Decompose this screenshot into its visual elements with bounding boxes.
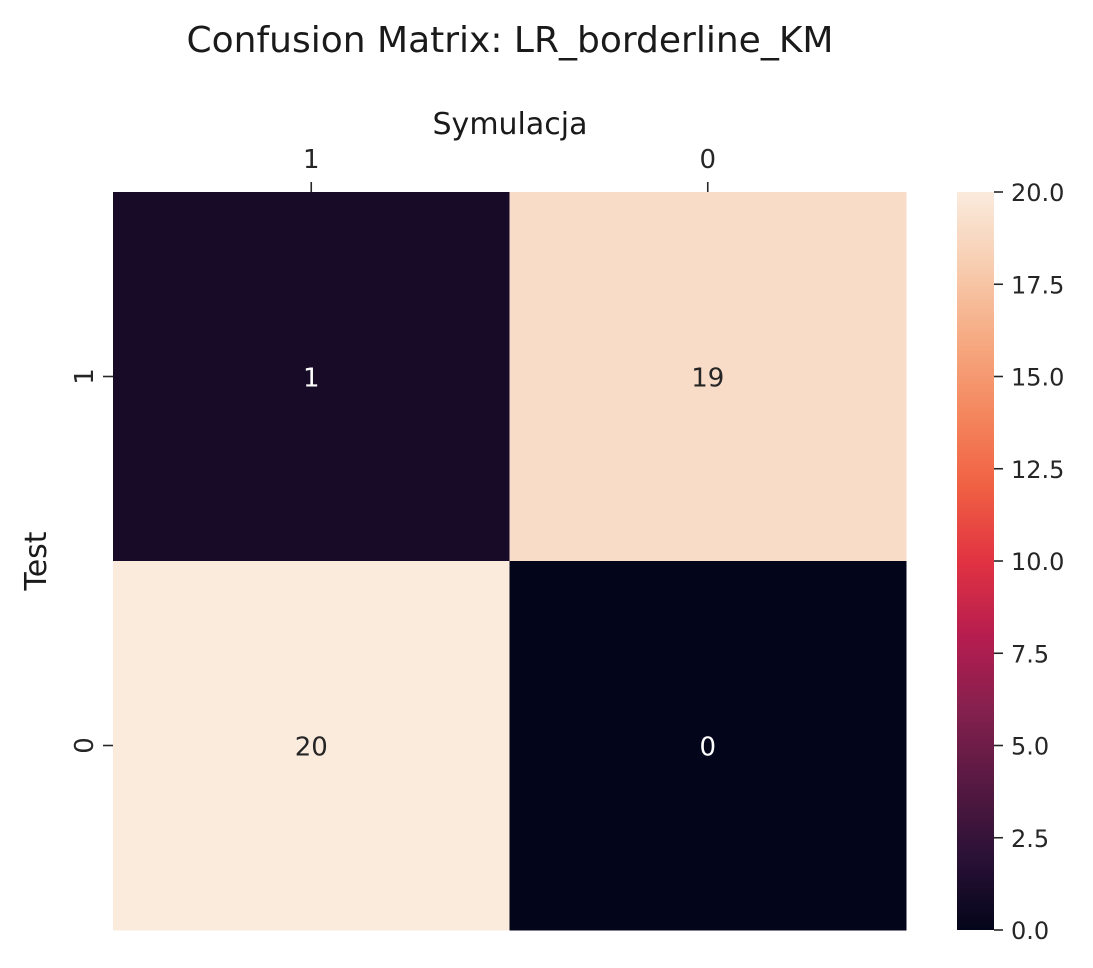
colorbar-tick-label: 17.5 [1011,271,1064,299]
colorbar-tick-label: 15.0 [1011,364,1064,392]
heatmap-cell [509,561,907,931]
colorbar-ticks: 0.0 2.5 5.0 7.5 10.0 12.5 15.0 17.5 20.0 [994,179,1064,945]
x-axis-label: Symulacja [433,107,588,142]
chart-title: Confusion Matrix: LR_borderline_KM [187,20,834,61]
y-tick-label: 0 [70,737,100,754]
colorbar-tick-label: 10.0 [1011,548,1064,576]
colorbar-tick-label: 20.0 [1011,179,1064,207]
colorbar-tick-label: 5.0 [1011,733,1049,761]
heatmap-cell [509,192,907,562]
y-tick-label: 1 [70,368,100,385]
cell-value-label: 19 [691,364,724,394]
x-tick-label: 1 [303,145,320,175]
colorbar-tick-label: 7.5 [1011,640,1049,668]
colorbar [957,192,994,930]
cell-value-label: 20 [295,733,328,763]
x-tick-label: 0 [699,145,716,175]
cell-value-label: 1 [303,364,320,394]
colorbar-tick-label: 2.5 [1011,825,1049,853]
y-axis-ticks: 10 [70,368,113,754]
colorbar-tick-label: 0.0 [1011,917,1049,945]
heatmap-cell [113,561,510,931]
heatmap-cells: 1 19 20 0 [113,192,907,931]
y-axis-label: Test [19,531,54,591]
cell-value-label: 0 [699,733,716,763]
heatmap-cell [113,192,510,562]
colorbar-tick-label: 12.5 [1011,456,1064,484]
